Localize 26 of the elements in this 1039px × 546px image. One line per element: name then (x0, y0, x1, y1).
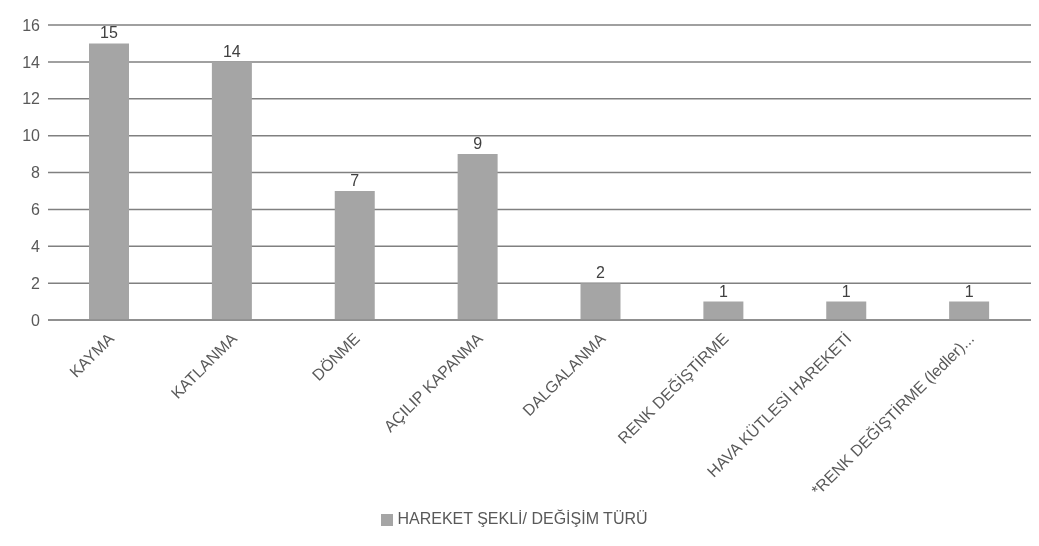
y-tick-label: 8 (31, 164, 41, 182)
y-tick-label: 10 (22, 127, 41, 145)
data-label: 1 (841, 282, 851, 300)
data-label: 14 (222, 42, 241, 60)
data-label: 1 (964, 282, 974, 300)
bar (703, 301, 744, 320)
data-label: 2 (596, 264, 606, 282)
bar (949, 301, 990, 320)
y-tick-label: 0 (31, 311, 41, 329)
y-tick-label: 4 (31, 237, 41, 255)
y-tick-label: 6 (31, 201, 41, 219)
y-tick-label: 16 (22, 16, 41, 34)
y-tick-label: 12 (22, 90, 41, 108)
bar (826, 301, 867, 320)
bar (457, 154, 498, 320)
data-label: 9 (473, 135, 483, 153)
bar (334, 190, 375, 320)
data-label: 7 (350, 171, 360, 189)
y-tick-label: 2 (31, 274, 41, 292)
y-tick-label: 14 (22, 53, 41, 71)
bar (89, 43, 129, 320)
data-label: 15 (100, 24, 118, 42)
legend-label: HAREKET ŞEKLİ/ DEĞİŞİM TÜRÜ (397, 510, 648, 527)
bar (580, 283, 621, 320)
data-label: 1 (718, 282, 728, 300)
bar (211, 61, 252, 320)
